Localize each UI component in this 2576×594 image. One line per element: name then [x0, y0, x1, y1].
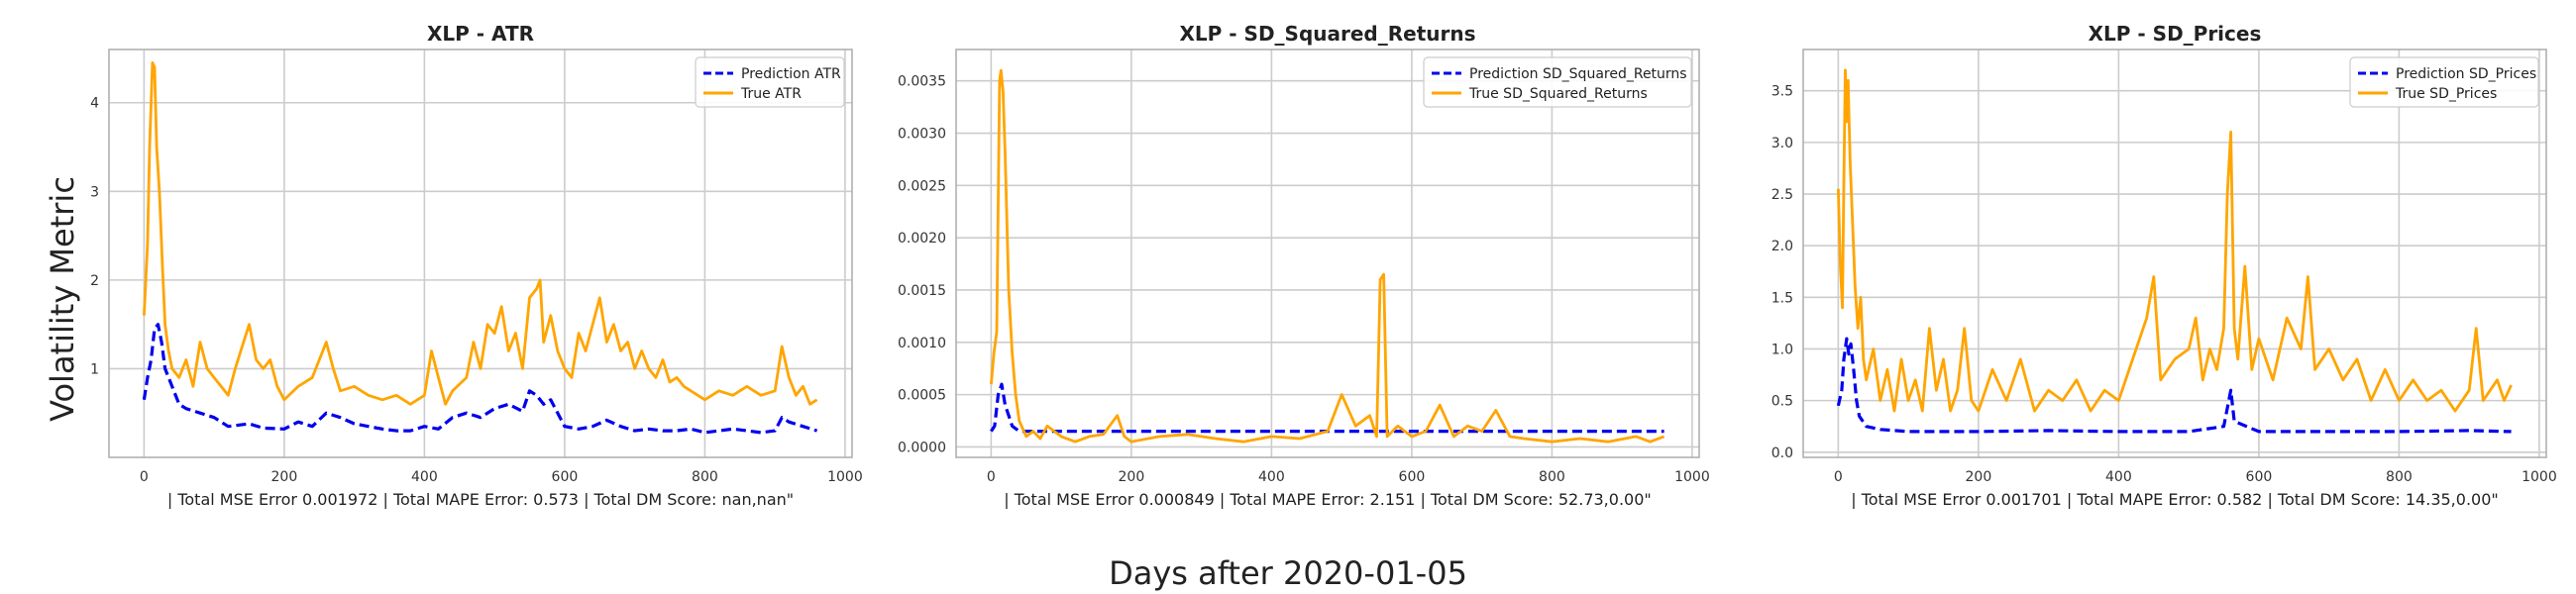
legend-label: Prediction SD_Prices — [2396, 66, 2536, 82]
series-line-true — [990, 68, 1665, 444]
x-tick-label: 600 — [552, 469, 579, 485]
legend-label: Prediction ATR — [741, 66, 841, 82]
x-tick-label: 600 — [1399, 469, 1426, 485]
y-tick-label: 0.0025 — [898, 178, 946, 194]
legend: Prediction SD_Squared_Returns True SD_Squ… — [1423, 56, 1692, 108]
y-tick-label: 3.5 — [1771, 84, 1793, 100]
x-tick-label: 400 — [2105, 469, 2132, 485]
chart-title: XLP - ATR — [427, 22, 534, 46]
x-tick-label: 200 — [1966, 469, 1992, 485]
x-tick-label: 800 — [1539, 469, 1565, 485]
chart-title: XLP - SD_Squared_Returns — [1179, 22, 1475, 46]
plot-area — [1803, 50, 2546, 457]
x-tick-label: 1000 — [1674, 469, 1710, 485]
y-tick-label: 0.0000 — [898, 440, 946, 455]
y-tick-label: 2.0 — [1771, 239, 1793, 254]
x-tick-label: 0 — [987, 469, 996, 485]
legend-label: Prediction SD_Squared_Returns — [1469, 66, 1687, 82]
chart-panels: 0 200 400 600 800 1000 1 2 3 4 XLP - ATR | Total MS… — [90, 22, 2557, 509]
series-line-prediction — [1836, 337, 2512, 434]
plot-area — [109, 50, 852, 457]
series-line-prediction — [142, 323, 818, 435]
y-tick-label: 0.0020 — [898, 231, 946, 247]
x-tick-label: 200 — [271, 469, 298, 485]
y-tick-label: 2 — [90, 273, 99, 289]
y-tick-label: 0.0 — [1771, 446, 1793, 461]
x-axis-label: | Total MSE Error 0.001972 | Total MAPE … — [167, 490, 794, 509]
legend: Prediction ATR True ATR — [695, 56, 845, 108]
y-tick-label: 4 — [90, 96, 99, 112]
x-tick-label: 400 — [1258, 469, 1285, 485]
legend-label: True ATR — [740, 86, 802, 102]
series-line-prediction — [990, 382, 1664, 434]
y-tick-label: 1.5 — [1771, 290, 1793, 306]
series-line-true — [143, 61, 818, 406]
figure-xlabel: Days after 2020-01-05 — [1109, 554, 1467, 592]
y-tick-label: 1 — [90, 361, 99, 377]
x-tick-label: 1000 — [2522, 469, 2557, 485]
y-tick-label: 0.5 — [1771, 394, 1793, 410]
x-tick-label: 0 — [1834, 469, 1843, 485]
y-tick-label: 0.0035 — [898, 74, 946, 90]
y-tick-label: 2.5 — [1771, 187, 1793, 203]
chart-panel-3: 0 200 400 600 800 1000 0.0 0.5 1.0 1.5 2.0 2.5 3.0 3.… — [1771, 22, 2557, 509]
y-tick-label: 0.0005 — [898, 388, 946, 404]
plot-frame — [108, 49, 853, 458]
legend-box — [2349, 56, 2539, 108]
x-tick-label: 1000 — [827, 469, 863, 485]
y-tick-label: 0.0015 — [898, 283, 946, 299]
plot-frame — [1802, 49, 2547, 458]
figure-ylabel: Volatility Metric — [44, 176, 81, 422]
x-axis-label: | Total MSE Error 0.000849 | Total MAPE … — [1004, 490, 1652, 509]
y-tick-label: 0.0030 — [898, 127, 946, 143]
chart-title: XLP - SD_Prices — [2089, 22, 2262, 46]
legend-box — [1423, 56, 1692, 108]
y-tick-label: 0.0010 — [898, 336, 946, 351]
x-tick-label: 400 — [411, 469, 438, 485]
legend: Prediction SD_Prices True SD_Prices — [2349, 56, 2539, 108]
plot-area — [956, 50, 1699, 457]
x-tick-label: 600 — [2246, 469, 2273, 485]
x-tick-label: 800 — [2386, 469, 2413, 485]
legend-label: True SD_Prices — [2395, 86, 2497, 102]
legend-label: True SD_Squared_Returns — [1468, 86, 1648, 102]
x-tick-label: 0 — [140, 469, 149, 485]
y-tick-label: 1.0 — [1771, 342, 1793, 357]
chart-panel-2: 0 200 400 600 800 1000 0.0000 0.0005 0.0010 0.001… — [898, 22, 1710, 509]
x-tick-label: 200 — [1119, 469, 1145, 485]
y-tick-label: 3.0 — [1771, 136, 1793, 151]
x-axis-label: | Total MSE Error 0.001701 | Total MAPE … — [1851, 490, 2499, 509]
chart-panel-1: 0 200 400 600 800 1000 1 2 3 4 XLP - ATR | Total MS… — [90, 22, 863, 509]
y-tick-label: 3 — [90, 184, 99, 200]
plot-frame — [955, 49, 1700, 458]
series-line-true — [1837, 68, 2513, 413]
x-tick-label: 800 — [692, 469, 718, 485]
